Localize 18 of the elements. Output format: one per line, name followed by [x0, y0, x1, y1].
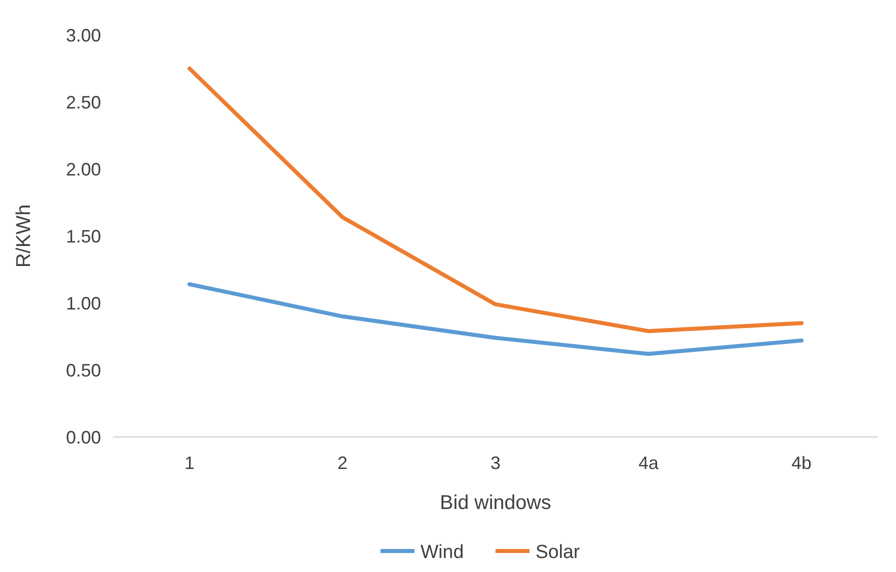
y-tick-label: 2.00	[66, 159, 101, 180]
x-tick-label: 4a	[638, 453, 660, 473]
line-series	[188, 66, 804, 334]
legend-label: Solar	[536, 542, 581, 563]
x-tick-label: 3	[490, 453, 501, 473]
y-tick-label: 3.00	[66, 25, 101, 46]
x-tick-label: 2	[337, 453, 348, 473]
x-axis-title: Bid windows	[440, 492, 552, 514]
x-tick-label: 1	[184, 453, 195, 473]
y-tick-label: 0.50	[66, 360, 101, 380]
y-tick-label: 0.00	[66, 427, 101, 448]
y-tick-label: 1.00	[66, 293, 101, 314]
legend-label: Wind	[420, 542, 464, 563]
line-series	[188, 282, 804, 356]
y-tick-label: 1.50	[66, 226, 101, 246]
y-axis-title: R/KWh	[13, 204, 35, 268]
x-tick-label: 4b	[791, 453, 812, 473]
y-tick-label: 2.50	[66, 92, 101, 112]
